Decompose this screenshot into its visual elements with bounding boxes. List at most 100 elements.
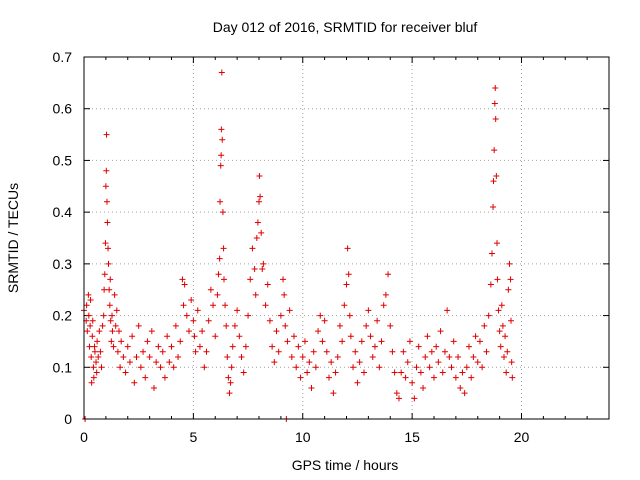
data-point: [336, 322, 343, 329]
data-point: [219, 209, 226, 216]
data-point: [86, 343, 93, 350]
data-point: [297, 374, 304, 381]
data-point: [191, 333, 198, 340]
data-point: [240, 369, 247, 376]
data-point: [277, 312, 284, 319]
data-point: [281, 291, 288, 298]
data-point: [112, 322, 119, 329]
data-point: [251, 266, 258, 273]
data-point: [155, 343, 162, 350]
data-point: [166, 359, 173, 366]
data-point: [409, 379, 416, 386]
data-point: [257, 193, 264, 200]
data-point: [228, 364, 235, 371]
data-point: [448, 364, 455, 371]
data-point: [334, 353, 341, 360]
data-point: [488, 250, 495, 257]
data-point: [102, 183, 109, 190]
data-point: [210, 302, 217, 309]
x-tick-label: 0: [80, 429, 88, 445]
data-point: [159, 348, 166, 355]
data-point: [481, 322, 488, 329]
data-point: [431, 374, 437, 381]
data-point: [346, 312, 353, 319]
x-tick-label: 10: [295, 429, 311, 445]
y-tick-label: 0.4: [53, 204, 73, 220]
data-point: [391, 369, 398, 376]
data-point: [249, 245, 256, 252]
data-point: [273, 328, 280, 335]
data-point: [503, 369, 510, 376]
data-point: [339, 338, 346, 345]
data-point: [321, 317, 328, 324]
data-point: [227, 379, 234, 386]
y-tick-label: 0.5: [53, 152, 73, 168]
data-point: [256, 172, 263, 179]
data-point: [361, 369, 367, 376]
data-point: [218, 152, 225, 159]
data-point: [90, 374, 97, 381]
data-point: [101, 271, 108, 278]
grid: [84, 57, 609, 419]
data-point: [137, 364, 144, 371]
data-point: [319, 338, 326, 345]
data-point: [498, 302, 505, 309]
data-point: [420, 384, 427, 391]
data-point: [258, 229, 265, 236]
data-point: [148, 328, 155, 335]
data-point: [95, 353, 102, 360]
data-point: [474, 359, 481, 366]
data-point: [242, 343, 249, 350]
data-point: [157, 364, 164, 371]
data-point: [411, 395, 418, 402]
data-point: [506, 260, 513, 267]
data-point: [262, 302, 269, 309]
data-point: [203, 348, 210, 355]
x-tick-label: 15: [404, 429, 420, 445]
data-point: [109, 328, 116, 335]
data-point: [504, 348, 511, 355]
data-point: [433, 343, 440, 350]
data-point: [308, 384, 315, 391]
data-point: [341, 302, 348, 309]
data-point: [89, 333, 96, 340]
data-point: [253, 235, 260, 241]
data-point: [365, 307, 372, 314]
data-point: [133, 353, 140, 360]
data-point: [231, 322, 238, 329]
data-point: [385, 271, 392, 278]
data-point: [190, 317, 197, 324]
data-point: [245, 312, 252, 319]
data-point: [435, 359, 442, 366]
data-point: [282, 322, 289, 329]
data-point: [470, 353, 477, 360]
data-point: [91, 348, 98, 355]
data-point: [507, 276, 514, 283]
data-point: [380, 302, 387, 309]
data-point: [509, 374, 516, 381]
data-point: [118, 338, 125, 345]
data-point: [117, 364, 124, 371]
data-point: [455, 353, 462, 360]
data-point: [260, 260, 267, 267]
data-point: [252, 291, 259, 298]
data-point: [286, 307, 293, 314]
data-point: [496, 328, 503, 335]
data-point: [85, 291, 92, 298]
data-point: [301, 338, 308, 345]
data-point: [494, 240, 500, 247]
data-point: [218, 126, 225, 133]
data-point: [354, 379, 361, 386]
data-point: [238, 353, 245, 360]
data-point: [461, 390, 468, 397]
data-point: [499, 322, 506, 329]
y-tick-label: 0: [64, 411, 72, 427]
data-point: [113, 307, 120, 314]
data-point: [91, 343, 98, 350]
data-point: [194, 307, 201, 314]
data-point: [493, 172, 500, 179]
data-point: [126, 359, 133, 366]
data-point: [378, 338, 385, 345]
data-point: [107, 276, 114, 283]
data-point: [508, 359, 515, 366]
